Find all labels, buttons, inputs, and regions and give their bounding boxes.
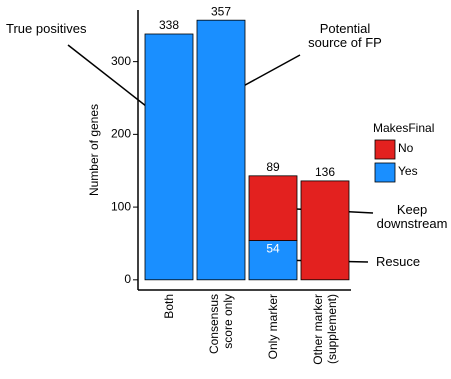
annotation: True positives [6,21,87,36]
bar-segment [144,33,194,281]
bar-segment [248,175,298,241]
x-tick-label: Consensus score only [207,294,235,355]
legend-swatch [374,162,396,183]
value-label: 357 [211,4,231,18]
legend-label: Yes [398,164,418,178]
bar-segment [196,19,246,281]
x-tick-label: Both [162,294,176,319]
legend-label: No [398,141,414,155]
value-label: 338 [159,18,179,32]
x-tick-label: Only marker [266,294,280,360]
annotation: Resuce [376,254,421,269]
bar-segment [300,180,350,281]
x-tick-label: Other marker (supplement) [311,294,339,365]
value-label: 89 [266,160,280,174]
bar-segment [248,240,298,281]
value-label: 54 [266,242,280,256]
annotation: Keep downstream [376,202,448,231]
legend-title: MakesFinal [373,121,434,135]
annotation: Potential source of FP [308,21,382,50]
legend-swatch [374,139,396,160]
y-axis-label: Number of genes [87,104,101,196]
value-label: 136 [315,165,335,179]
y-tick-label: 100 [111,199,131,213]
y-tick-label: 0 [124,272,131,286]
y-tick-label: 200 [111,127,131,141]
y-tick-label: 300 [111,54,131,68]
